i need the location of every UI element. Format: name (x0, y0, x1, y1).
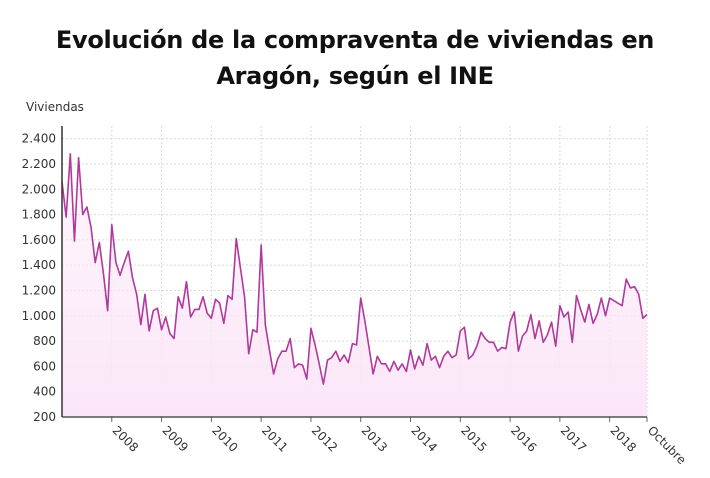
y-tick-label: 1.400 (22, 258, 56, 272)
y-tick-label: 1.000 (22, 309, 56, 323)
y-tick-label: 2.200 (22, 157, 56, 171)
x-tick-label: 2011 (259, 423, 290, 454)
series-line (61, 153, 648, 385)
y-axis-label: Viviendas (26, 100, 84, 114)
y-tick-label: 1.600 (22, 233, 56, 247)
y-tick-label: 600 (33, 359, 56, 373)
x-tick-label: 2008 (110, 423, 141, 454)
x-tick-label: 2013 (359, 423, 390, 454)
x-tick-label: 2016 (508, 423, 539, 454)
y-tick-label: 1.200 (22, 283, 56, 297)
y-tick-label: 2.400 (22, 132, 56, 146)
x-tick-label: 2018 (608, 423, 639, 454)
x-tick-label: 2014 (408, 423, 439, 454)
y-tick-label: 1.800 (22, 208, 56, 222)
x-tick-label: Octubre (645, 423, 689, 467)
x-tick-label: 2012 (309, 423, 340, 454)
chart-title: Evolución de la compraventa de viviendas… (55, 26, 655, 90)
x-tick-label: 2010 (209, 423, 240, 454)
x-tick-label: 2009 (159, 423, 190, 454)
y-tick-label: 200 (33, 410, 56, 424)
x-tick-label: 2017 (558, 423, 589, 454)
y-tick-label: 2.000 (22, 182, 56, 196)
y-tick-label: 400 (33, 385, 56, 399)
series-area (62, 153, 647, 417)
y-tick-label: 800 (33, 334, 56, 348)
x-tick-label: 2015 (458, 423, 489, 454)
